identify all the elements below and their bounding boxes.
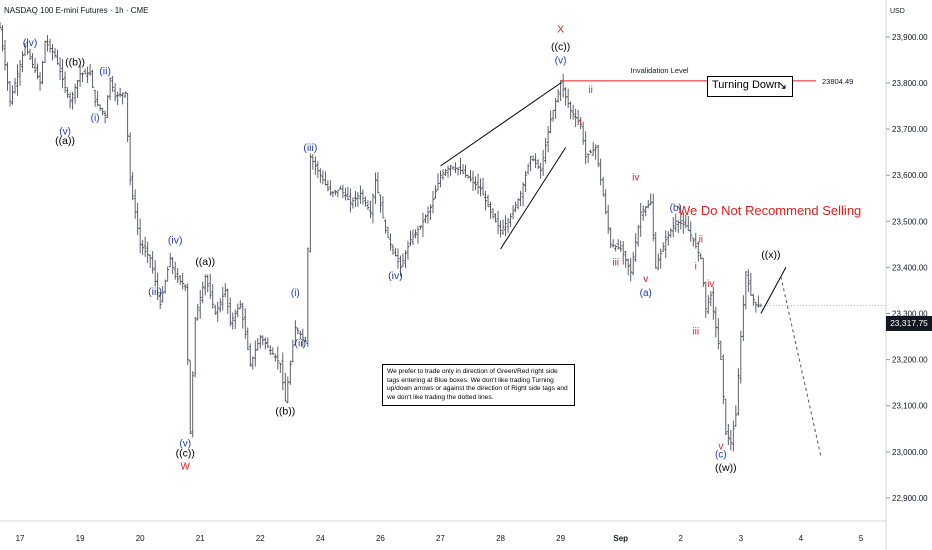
wave-label: W	[180, 461, 190, 472]
trend-line	[760, 267, 787, 314]
turning-down-box: Turning Down ↘	[707, 76, 793, 97]
wave-label: ii	[588, 85, 592, 96]
projection-dashed-line	[780, 276, 822, 457]
wave-label: iii	[692, 327, 699, 338]
wave-label: ((c))	[176, 447, 195, 459]
x-tick-label: 26	[376, 534, 385, 543]
wave-label: (c)	[715, 449, 727, 460]
x-tick-label: 4	[799, 534, 804, 543]
wave-label: ((b))	[65, 56, 85, 68]
wave-label: (v)	[179, 438, 191, 449]
chart-title: NASDAQ 100 E-mini Futures · 1h · CME	[4, 6, 149, 15]
wave-label: (iv)	[23, 37, 38, 49]
wave-label: ((b))	[275, 405, 295, 417]
y-tick-label: 23,200.00	[892, 356, 928, 365]
x-tick-label: 28	[496, 534, 505, 543]
wave-label: iv	[632, 173, 639, 184]
invalidation-label: Invalidation Level	[631, 66, 689, 75]
wave-label: (iv)	[168, 234, 183, 246]
trend-line	[500, 147, 567, 250]
wave-label: (i)	[91, 113, 100, 124]
trend-line	[440, 82, 561, 167]
wave-label: ((a))	[195, 256, 215, 268]
wave-label: v	[718, 442, 723, 453]
wave-label: ii	[699, 235, 703, 246]
y-tick-label: 22,900.00	[892, 494, 928, 503]
x-tick-label: 24	[316, 534, 325, 543]
x-tick-label: Sep	[613, 534, 628, 543]
current-price-tag: 23,317.75	[886, 316, 932, 331]
wave-label: iii	[612, 258, 619, 269]
y-tick-label: 23,900.00	[892, 33, 928, 42]
wave-label: (v)	[555, 56, 567, 67]
arrow-down-right-icon: ↘	[776, 78, 787, 92]
y-tick-label: 23,000.00	[892, 448, 928, 457]
wave-label: v	[643, 274, 648, 285]
wave-label: (iii)	[148, 286, 162, 298]
wave-label: i	[695, 261, 697, 272]
x-tick-label: 5	[859, 534, 864, 543]
recommendation-text: We Do Not Recommend Selling	[678, 203, 862, 218]
wave-label: X	[557, 24, 564, 35]
y-tick-label: 23,600.00	[892, 171, 928, 180]
x-tick-label: 19	[76, 534, 85, 543]
y-tick-label: 23,300.00	[892, 310, 928, 319]
x-tick-label: 29	[556, 534, 565, 543]
wave-label: ((a))	[55, 135, 75, 147]
wave-label: (a)	[640, 288, 652, 299]
wave-label: (b)	[670, 203, 682, 214]
currency-label: USD	[890, 8, 905, 15]
invalidation-value: 23804.49	[822, 77, 853, 86]
x-tick-label: 27	[436, 534, 445, 543]
wave-label: (v)	[59, 127, 71, 138]
x-tick-label: 17	[16, 534, 25, 543]
wave-label: (i)	[291, 288, 300, 299]
y-tick-label: 23,500.00	[892, 217, 928, 226]
x-tick-label: 3	[739, 534, 744, 543]
wave-label: ((c))	[551, 41, 570, 53]
trading-note: We prefer to trade only in direction of …	[382, 364, 575, 407]
wave-label: iv	[707, 279, 714, 290]
wave-label: (iv)	[388, 270, 403, 282]
wave-label: ((x))	[761, 249, 780, 261]
y-tick-label: 23,400.00	[892, 263, 928, 272]
x-tick-label: 21	[196, 534, 205, 543]
wave-label: (ii)	[295, 338, 307, 350]
y-tick-label: 23,100.00	[892, 402, 928, 411]
turning-down-label: Turning Down	[712, 79, 781, 91]
x-tick-label: 22	[256, 534, 265, 543]
x-tick-label: 20	[136, 534, 145, 543]
x-tick-label: 2	[679, 534, 684, 543]
y-tick-label: 23,700.00	[892, 125, 928, 134]
wave-label: (iii)	[303, 142, 317, 154]
wave-label: ((w))	[715, 462, 737, 474]
y-tick-label: 23,800.00	[892, 79, 928, 88]
wave-label: i	[580, 116, 582, 127]
wave-label: (ii)	[99, 66, 111, 78]
